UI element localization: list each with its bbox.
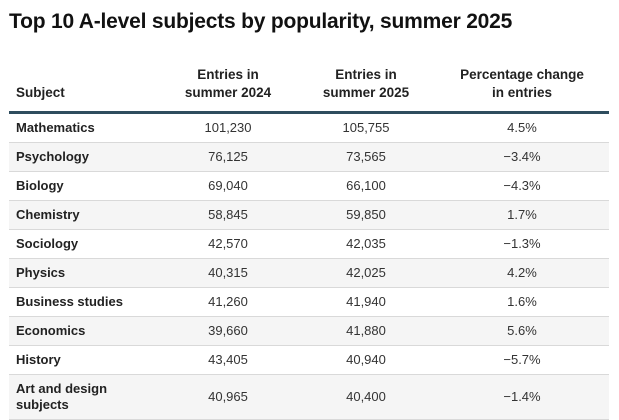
- entries-2025-cell: 41,940: [297, 287, 435, 317]
- change-cell: −1.3%: [435, 229, 609, 259]
- entries-2024-cell: 42,570: [159, 229, 297, 259]
- header-percentage-change-line-1: Percentage change: [460, 67, 584, 82]
- entries-2025-cell: 66,100: [297, 171, 435, 201]
- entries-2024-cell: 40,965: [159, 374, 297, 420]
- entries-2025-cell: 40,400: [297, 374, 435, 420]
- header-percentage-change-line-2: in entries: [491, 85, 553, 100]
- header-subject: Subject: [9, 64, 159, 114]
- table-header: Subject Entries in summer 2024 Entries i…: [9, 64, 609, 114]
- subject-cell: Physics: [9, 258, 159, 288]
- change-cell: −3.4%: [435, 142, 609, 172]
- subject-cell: Chemistry: [9, 200, 159, 230]
- change-cell: 1.6%: [435, 287, 609, 317]
- subject-cell: Sociology: [9, 229, 159, 259]
- entries-2025-cell: 42,035: [297, 229, 435, 259]
- change-cell: −5.7%: [435, 345, 609, 375]
- entries-2025-cell: 59,850: [297, 200, 435, 230]
- table-row: Biology 69,040 66,100 −4.3%: [9, 171, 609, 201]
- subject-cell: Art and design subjects: [9, 374, 159, 420]
- table-row: Business studies 41,260 41,940 1.6%: [9, 287, 609, 317]
- change-cell: 5.6%: [435, 316, 609, 346]
- header-entries-2025: Entries in summer 2025: [297, 64, 435, 114]
- entries-2024-cell: 43,405: [159, 345, 297, 375]
- header-entries-2025-line-1: Entries in: [335, 67, 397, 82]
- table-row: Psychology 76,125 73,565 −3.4%: [9, 142, 609, 172]
- header-entries-2024-line-1: Entries in: [197, 67, 259, 82]
- entries-2024-cell: 76,125: [159, 142, 297, 172]
- header-row: Subject Entries in summer 2024 Entries i…: [9, 64, 609, 114]
- entries-2025-cell: 41,880: [297, 316, 435, 346]
- entries-2025-cell: 105,755: [297, 112, 435, 143]
- table-row: Art and design subjects 40,965 40,400 −1…: [9, 374, 609, 420]
- table-row: Economics 39,660 41,880 5.6%: [9, 316, 609, 346]
- table-row: Physics 40,315 42,025 4.2%: [9, 258, 609, 288]
- subject-cell-line-2: subjects: [16, 397, 69, 412]
- subject-cell-line-1: Art and design: [16, 381, 108, 396]
- subject-cell: Psychology: [9, 142, 159, 172]
- change-cell: 4.2%: [435, 258, 609, 288]
- table-row: Chemistry 58,845 59,850 1.7%: [9, 200, 609, 230]
- entries-2025-cell: 42,025: [297, 258, 435, 288]
- subject-cell: Biology: [9, 171, 159, 201]
- table-row: History 43,405 40,940 −5.7%: [9, 345, 609, 375]
- header-subject-line: Subject: [16, 85, 65, 100]
- entries-2024-cell: 101,230: [159, 112, 297, 143]
- subject-cell: History: [9, 345, 159, 375]
- data-table: Subject Entries in summer 2024 Entries i…: [9, 64, 609, 420]
- entries-2024-cell: 40,315: [159, 258, 297, 288]
- table-row: Sociology 42,570 42,035 −1.3%: [9, 229, 609, 259]
- header-percentage-change: Percentage change in entries: [435, 64, 609, 114]
- change-cell: 4.5%: [435, 112, 609, 143]
- table-body: Mathematics 101,230 105,755 4.5% Psychol…: [9, 112, 609, 420]
- change-cell: −4.3%: [435, 171, 609, 201]
- change-cell: 1.7%: [435, 200, 609, 230]
- header-entries-2025-line-2: summer 2025: [322, 85, 410, 100]
- entries-2024-cell: 69,040: [159, 171, 297, 201]
- entries-2024-cell: 58,845: [159, 200, 297, 230]
- entries-2025-cell: 40,940: [297, 345, 435, 375]
- entries-2024-cell: 39,660: [159, 316, 297, 346]
- subject-cell: Economics: [9, 316, 159, 346]
- header-entries-2024-line-2: summer 2024: [184, 85, 272, 100]
- header-entries-2024: Entries in summer 2024: [159, 64, 297, 114]
- change-cell: −1.4%: [435, 374, 609, 420]
- entries-2024-cell: 41,260: [159, 287, 297, 317]
- chart-title: Top 10 A-level subjects by popularity, s…: [9, 10, 513, 33]
- subject-cell: Mathematics: [9, 112, 159, 143]
- entries-2025-cell: 73,565: [297, 142, 435, 172]
- subject-cell: Business studies: [9, 287, 159, 317]
- table-row: Mathematics 101,230 105,755 4.5%: [9, 112, 609, 143]
